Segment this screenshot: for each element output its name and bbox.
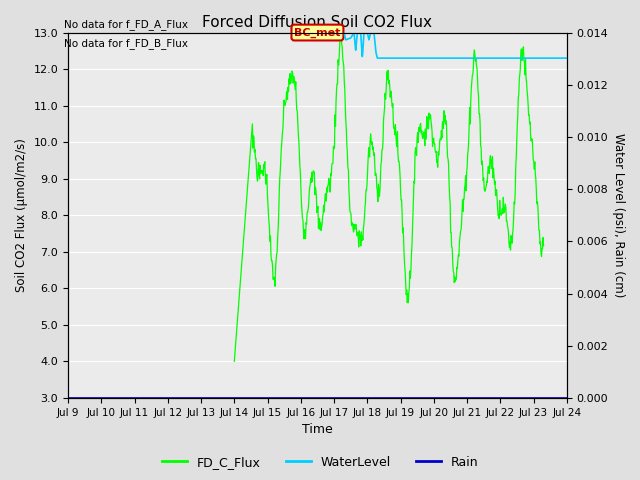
Text: No data for f_FD_B_Flux: No data for f_FD_B_Flux <box>64 38 188 49</box>
Text: No data for f_FD_A_Flux: No data for f_FD_A_Flux <box>64 19 188 30</box>
Text: BC_met: BC_met <box>294 27 340 38</box>
Y-axis label: Water Level (psi), Rain (cm): Water Level (psi), Rain (cm) <box>612 133 625 298</box>
Title: Forced Diffusion Soil CO2 Flux: Forced Diffusion Soil CO2 Flux <box>202 15 433 30</box>
Y-axis label: Soil CO2 Flux (μmol/m2/s): Soil CO2 Flux (μmol/m2/s) <box>15 138 28 292</box>
Legend: FD_C_Flux, WaterLevel, Rain: FD_C_Flux, WaterLevel, Rain <box>157 451 483 474</box>
X-axis label: Time: Time <box>302 423 333 436</box>
